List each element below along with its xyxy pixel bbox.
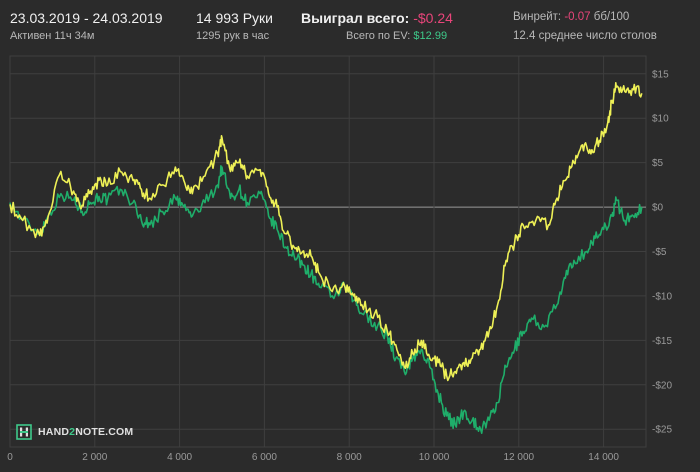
hand2note-logo-icon [16, 424, 32, 440]
ev-line [9, 165, 643, 434]
x-tick-label: 2 000 [82, 452, 107, 463]
active-time: Активен 11ч 34м [10, 30, 95, 42]
total-won: Выиграл всего: -$0.24 [301, 10, 453, 26]
winnings-line [9, 82, 643, 382]
hands-count: 14 993 Руки [196, 10, 273, 26]
hand2note-logo: HAND2NOTE.COM [16, 424, 133, 440]
profit-graph: $15 $10 $5 $0 -$5 -$10 -$15 -$20 -$25 0 2 000 4 000… [7, 55, 672, 463]
x-tick-label: 8 000 [337, 452, 362, 463]
series [9, 82, 643, 434]
grid [9, 55, 647, 448]
total-won-value: -$0.24 [413, 10, 453, 26]
x-tick-label: 4 000 [167, 452, 192, 463]
y-tick-label: $5 [652, 158, 664, 169]
x-tick-label: 10 000 [419, 452, 450, 463]
total-ev-label: Всего по EV: [346, 30, 411, 42]
hands-per-hour: 1295 рук в час [196, 30, 270, 42]
winrate-value: -0.07 [564, 11, 591, 23]
x-tick-label: 12 000 [504, 452, 535, 463]
y-tick-label: -$20 [652, 380, 672, 391]
winrate: Винрейт: -0.07 бб/100 [513, 11, 629, 23]
tables-average: 12.4 среднее число столов [513, 30, 657, 42]
y-tick-label: $0 [652, 203, 664, 214]
winrate-unit: бб/100 [593, 11, 630, 23]
winrate-label: Винрейт: [513, 11, 562, 23]
hand2note-logo-text: HAND2NOTE.COM [38, 426, 134, 438]
total-won-label: Выиграл всего: [301, 10, 410, 26]
x-tick-label: 0 [7, 452, 13, 463]
total-ev-value: $12.99 [413, 30, 448, 42]
date-range: 23.03.2019 - 24.03.2019 [10, 10, 163, 26]
x-tick-label: 14 000 [588, 452, 619, 463]
total-ev: Всего по EV: $12.99 [346, 30, 447, 42]
stats-header: 23.03.2019 - 24.03.2019 Активен 11ч 34м … [0, 0, 700, 48]
y-tick-label: -$25 [652, 425, 672, 436]
y-tick-label: -$10 [652, 291, 672, 302]
y-tick-label: $10 [652, 114, 669, 125]
y-tick-label: -$5 [652, 247, 667, 258]
y-tick-label: -$15 [652, 336, 672, 347]
axes: $15 $10 $5 $0 -$5 -$10 -$15 -$20 -$25 0 2 000 4 000… [7, 69, 672, 463]
x-tick-label: 6 000 [252, 452, 277, 463]
y-tick-label: $15 [652, 69, 669, 80]
